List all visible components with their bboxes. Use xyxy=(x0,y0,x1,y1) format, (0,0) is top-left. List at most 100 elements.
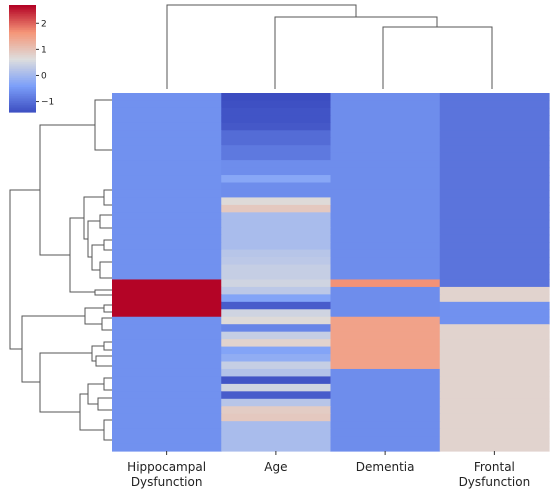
column-dendrogram-link xyxy=(382,26,493,89)
colorbar-segment xyxy=(9,76,36,79)
heatmap-cell xyxy=(439,406,550,415)
colorbar-segment xyxy=(9,42,36,45)
colorbar-segment xyxy=(9,24,36,27)
heatmap-cell xyxy=(221,413,332,422)
row-dendrogram-link xyxy=(103,189,112,206)
colorbar-segment xyxy=(9,58,36,61)
heatmap-cell xyxy=(330,152,441,161)
heatmap-cell xyxy=(221,398,332,407)
heatmap-cell xyxy=(439,376,550,385)
column-dendrogram-link xyxy=(274,16,438,89)
colorbar-segment xyxy=(9,110,36,113)
heatmap-cell xyxy=(330,264,441,273)
heatmap-cell xyxy=(112,398,222,407)
heatmap-cell xyxy=(330,272,441,281)
colorbar-segment xyxy=(9,83,36,86)
colorbar-segment xyxy=(9,5,36,8)
heatmap-cell xyxy=(330,436,441,445)
heatmap-cell xyxy=(112,100,222,109)
heatmap-cell xyxy=(330,122,441,131)
heatmap-cell xyxy=(221,145,332,154)
colorbar-segment xyxy=(9,15,36,19)
heatmap-cell xyxy=(221,115,332,124)
heatmap-cell xyxy=(439,324,550,333)
heatmap-cell xyxy=(221,391,332,400)
heatmap-cell xyxy=(330,339,441,348)
heatmap-cell xyxy=(439,361,550,370)
heatmap-cell xyxy=(221,197,332,206)
heatmap-cell xyxy=(221,421,332,430)
heatmap-cell xyxy=(439,137,550,146)
colorbar-segment xyxy=(9,70,36,74)
colorbar-tick-label: −1 xyxy=(41,98,54,108)
heatmap-cell xyxy=(330,421,441,430)
heatmap-cell xyxy=(112,324,222,333)
heatmap-cell xyxy=(330,137,441,146)
heatmap-cell xyxy=(221,257,332,266)
colorbar-segment xyxy=(9,95,36,99)
colorbar-segment xyxy=(9,88,36,92)
heatmap-cell xyxy=(330,227,441,236)
heatmap-cell xyxy=(221,368,332,378)
colorbar-segment xyxy=(9,44,36,47)
heatmap-cell xyxy=(221,406,332,415)
heatmap-cell xyxy=(221,279,332,288)
heatmap-cell xyxy=(439,316,550,325)
colorbar-segment xyxy=(9,46,36,49)
heatmap-cell xyxy=(330,443,441,452)
heatmap-cell xyxy=(330,383,441,392)
heatmap-cell xyxy=(439,227,550,236)
colorbar-segment xyxy=(9,79,36,83)
heatmap-cell xyxy=(439,234,550,243)
colorbar-segment xyxy=(9,38,36,42)
heatmap-cell xyxy=(221,93,332,102)
heatmap-cell xyxy=(330,234,441,243)
heatmap-cell xyxy=(221,428,332,437)
heatmap-cell xyxy=(112,107,222,116)
heatmap-cell xyxy=(221,346,332,355)
heatmap-cell xyxy=(221,272,332,281)
heatmap-cell xyxy=(112,346,222,355)
heatmap-cell xyxy=(330,204,441,213)
heatmap-cell xyxy=(439,331,550,340)
row-dendrogram-link xyxy=(39,124,95,256)
row-dendrogram-link xyxy=(103,239,112,251)
heatmap-cell xyxy=(112,368,222,378)
heatmap-cell xyxy=(112,279,222,288)
colorbar-segment xyxy=(9,10,36,13)
row-dendrogram-link xyxy=(95,355,112,367)
column-label: Hippocampal Dysfunction xyxy=(127,460,206,489)
colorbar-segment xyxy=(9,51,36,54)
colorbar-segment xyxy=(9,106,36,110)
heatmap-cell xyxy=(439,443,550,452)
row-dendrogram-link xyxy=(87,383,104,405)
heatmap-cell xyxy=(221,376,332,385)
heatmap-cell xyxy=(221,249,332,258)
row-dendrogram-link xyxy=(83,196,104,240)
heatmap-cell xyxy=(439,391,550,400)
heatmap-cell xyxy=(221,309,332,318)
heatmap-cell xyxy=(330,167,441,176)
heatmap-cell xyxy=(330,197,441,206)
heatmap-cell xyxy=(439,264,550,273)
heatmap-cell xyxy=(112,212,222,221)
row-dendrogram-link xyxy=(94,289,112,296)
heatmap-cell xyxy=(112,339,222,348)
colorbar-segment xyxy=(9,97,36,101)
column-label: Age xyxy=(264,460,287,474)
heatmap-cell xyxy=(439,428,550,437)
heatmap-cell xyxy=(112,309,222,318)
heatmap-cell xyxy=(330,346,441,355)
heatmap-cell xyxy=(330,279,441,288)
colorbar-segment xyxy=(9,49,36,52)
row-dendrogram-link xyxy=(84,307,104,325)
heatmap-cell xyxy=(112,115,222,124)
heatmap-cell xyxy=(112,421,222,430)
heatmap-cell xyxy=(112,361,222,370)
heatmap-cell xyxy=(221,175,332,184)
colorbar-segment xyxy=(9,37,36,40)
heatmap-cell xyxy=(221,219,332,228)
heatmap-cell xyxy=(330,309,441,318)
heatmap-cell xyxy=(439,413,550,422)
heatmap-cell xyxy=(112,436,222,445)
